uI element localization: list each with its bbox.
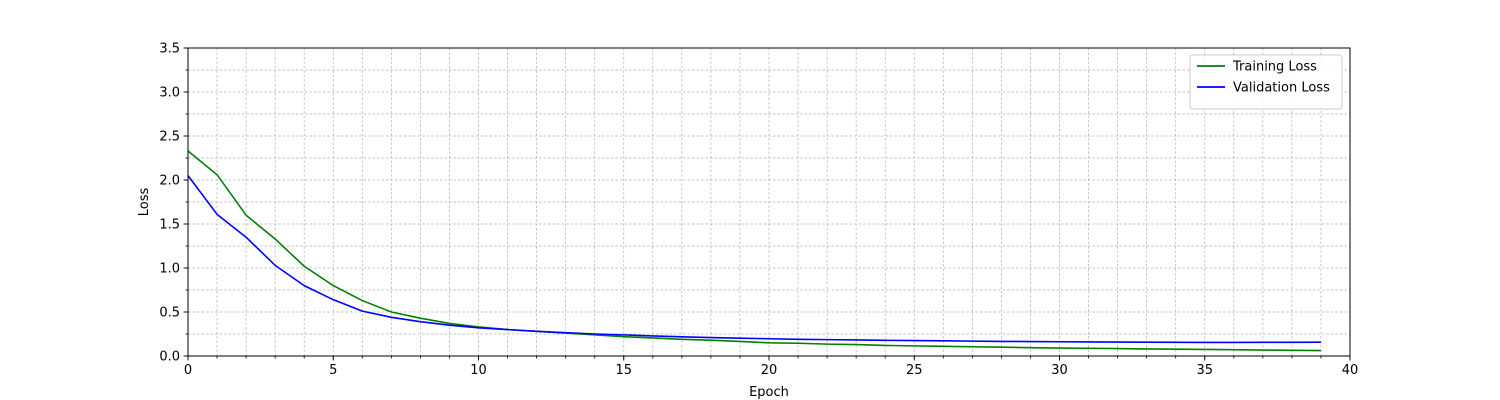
x-tick-label: 15 <box>615 363 632 378</box>
legend: Training Loss Validation Loss <box>1189 54 1343 110</box>
x-tick-label: 25 <box>906 363 923 378</box>
y-tick-label: 3.0 <box>159 86 180 101</box>
x-tick-label: 20 <box>761 363 778 378</box>
y-tick-label: 0.0 <box>159 350 180 365</box>
axis-ticks: 0 5 10 15 20 25 30 35 40 0.0 0.5 1.0 1.5 2.0 2.5 3.0 3.5 <box>159 42 1358 379</box>
y-tick-label: 1.0 <box>159 262 180 277</box>
training-loss-legend-label: Training Loss <box>1232 60 1317 75</box>
legend-box <box>1189 54 1343 110</box>
x-tick-label: 30 <box>1051 363 1068 378</box>
grid <box>187 47 1351 357</box>
y-tick-label: 2.5 <box>159 130 180 145</box>
training-loss-line <box>187 150 1321 352</box>
x-tick-label: 40 <box>1342 363 1359 378</box>
y-tick-label: 1.5 <box>159 218 180 233</box>
x-axis-title: Epoch <box>749 385 789 400</box>
y-tick-label: 0.5 <box>159 306 180 321</box>
y-axis-title: Loss <box>137 188 152 217</box>
validation-loss-legend-label: Validation Loss <box>1233 81 1330 96</box>
x-tick-label: 0 <box>184 363 192 378</box>
x-tick-label: 35 <box>1196 363 1213 378</box>
y-tick-label: 2.0 <box>159 174 180 189</box>
series-lines <box>187 150 1321 352</box>
y-tick-label: 3.5 <box>159 42 180 57</box>
validation-loss-line <box>187 175 1321 344</box>
x-tick-label: 10 <box>470 363 487 378</box>
x-tick-label: 5 <box>329 363 337 378</box>
